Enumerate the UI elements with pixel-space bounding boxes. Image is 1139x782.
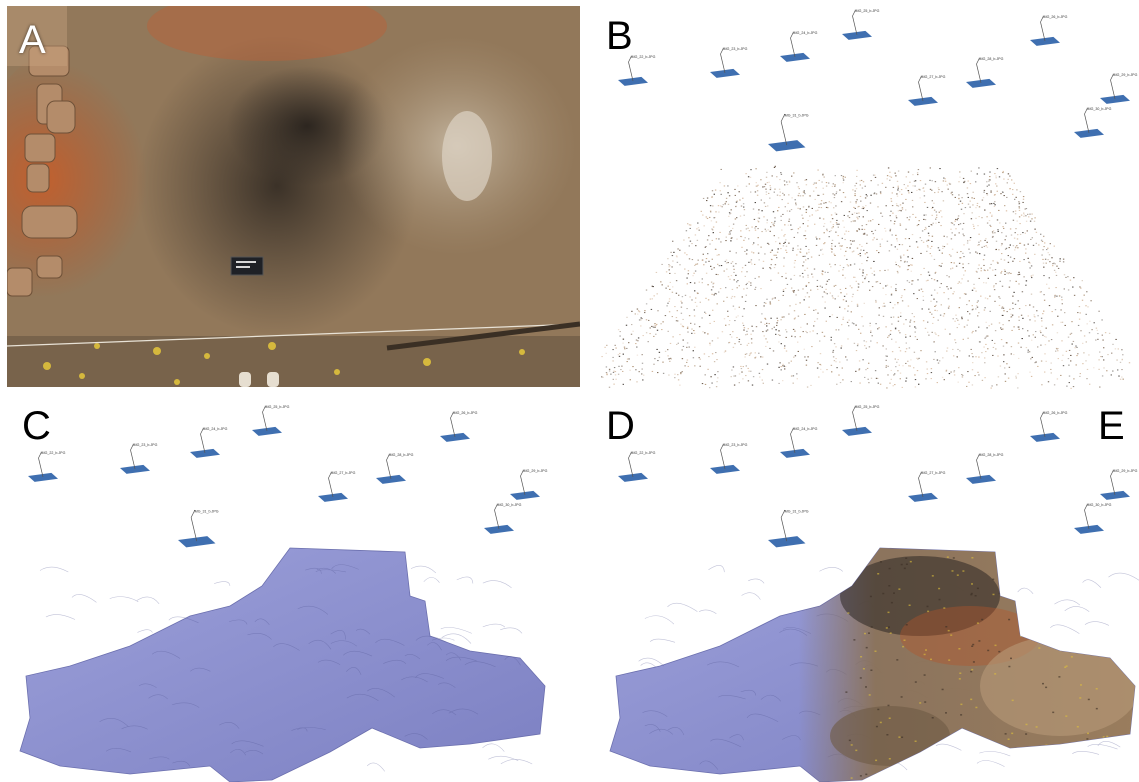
camera-marker: IMG_31_b.JPG	[768, 114, 809, 152]
camera-label: IMG_27_b.JPG	[331, 471, 356, 475]
camera-marker: IMG_30_b.JPG	[484, 503, 522, 534]
camera-label: IMG_24_b.JPG	[203, 427, 228, 431]
camera-label: IMG_28_b.JPG	[389, 453, 414, 457]
camera-label: IMG_27_b.JPG	[921, 471, 946, 475]
camera-label: IMG_22_b.JPG	[631, 451, 656, 455]
camera-label: IMG_24_b.JPG	[793, 427, 818, 431]
camera-marker: IMG_31_b.JPG	[178, 510, 219, 548]
camera-marker: IMG_24_b.JPG	[780, 427, 818, 458]
camera-marker: IMG_30_b.JPG	[1074, 107, 1112, 138]
camera-marker: IMG_22_b.JPG	[618, 55, 656, 86]
camera-marker: IMG_24_b.JPG	[190, 427, 228, 458]
measuring-rod	[386, 321, 580, 351]
camera-label: IMG_31_b.JPG	[784, 510, 809, 514]
panel-de-textured-mesh: IMG_22_b.JPG IMG_23_b.JPG IMG_24_b.JPG IMG_…	[590, 396, 1139, 782]
panel-b-point-cloud: IMG_22_b.JPG IMG_23_b.JPG IMG_24_b.JPG IMG_…	[590, 0, 1139, 392]
camera-label: IMG_28_b.JPG	[979, 57, 1004, 61]
camera-label: IMG_31_b.JPG	[784, 114, 809, 118]
mesh-view: IMG_22_b.JPG IMG_23_b.JPG IMG_24_b.JPG IMG_…	[19, 405, 548, 782]
panel-label-e: E	[1098, 404, 1125, 448]
camera-label: IMG_26_b.JPG	[453, 411, 478, 415]
camera-label: IMG_23_b.JPG	[723, 47, 748, 51]
camera-label: IMG_25_b.JPG	[265, 405, 290, 409]
camera-marker: IMG_25_b.JPG	[842, 9, 880, 40]
panel-label-a: A	[19, 18, 46, 62]
camera-marker: IMG_27_b.JPG	[318, 471, 356, 502]
camera-marker: IMG_26_b.JPG	[1030, 411, 1068, 442]
panel-label-c: C	[22, 404, 51, 448]
camera-label: IMG_29_b.JPG	[523, 469, 548, 473]
camera-marker: IMG_24_b.JPG	[780, 31, 818, 62]
camera-label: IMG_22_b.JPG	[631, 55, 656, 59]
camera-marker: IMG_25_b.JPG	[252, 405, 290, 436]
point-cloud-view: IMG_22_b.JPG IMG_23_b.JPG IMG_24_b.JPG IMG_…	[601, 9, 1138, 389]
sparse-points	[601, 165, 1131, 389]
camera-label: IMG_23_b.JPG	[133, 443, 158, 447]
camera-marker: IMG_29_b.JPG	[1100, 469, 1138, 500]
camera-marker: IMG_29_b.JPG	[1100, 73, 1138, 104]
photo-texture	[610, 548, 1135, 782]
camera-label: IMG_28_b.JPG	[979, 453, 1004, 457]
camera-label: IMG_27_b.JPG	[921, 75, 946, 79]
string-line	[7, 323, 580, 347]
camera-label: IMG_24_b.JPG	[793, 31, 818, 35]
camera-marker: IMG_23_b.JPG	[710, 47, 748, 78]
camera-label: IMG_26_b.JPG	[1043, 15, 1068, 19]
camera-marker: IMG_23_b.JPG	[710, 443, 748, 474]
camera-label: IMG_22_b.JPG	[41, 451, 66, 455]
camera-label: IMG_25_b.JPG	[855, 9, 880, 13]
excavation-photo	[7, 6, 580, 387]
camera-marker: IMG_25_b.JPG	[842, 405, 880, 436]
camera-label: IMG_30_b.JPG	[1087, 107, 1112, 111]
camera-label: IMG_30_b.JPG	[1087, 503, 1112, 507]
panel-c-mesh: IMG_22_b.JPG IMG_23_b.JPG IMG_24_b.JPG IMG_…	[0, 396, 590, 782]
camera-marker: IMG_28_b.JPG	[376, 453, 414, 484]
camera-marker: IMG_28_b.JPG	[966, 453, 1004, 484]
camera-marker: IMG_23_b.JPG	[120, 443, 158, 474]
camera-marker: IMG_27_b.JPG	[908, 471, 946, 502]
camera-label: IMG_29_b.JPG	[1113, 73, 1138, 77]
surface-mesh	[19, 547, 546, 782]
camera-marker: IMG_29_b.JPG	[510, 469, 548, 500]
camera-label: IMG_25_b.JPG	[855, 405, 880, 409]
camera-label: IMG_23_b.JPG	[723, 443, 748, 447]
camera-label: IMG_31_b.JPG	[194, 510, 219, 514]
camera-marker: IMG_26_b.JPG	[440, 411, 478, 442]
panel-label-b: B	[606, 14, 633, 58]
textured-mesh-view: IMG_22_b.JPG IMG_23_b.JPG IMG_24_b.JPG IMG_…	[609, 405, 1139, 782]
camera-label: IMG_29_b.JPG	[1113, 469, 1138, 473]
camera-label: IMG_26_b.JPG	[1043, 411, 1068, 415]
camera-marker: IMG_31_b.JPG	[768, 510, 809, 548]
panel-a-photo: A	[7, 6, 580, 387]
panel-label-d: D	[606, 404, 635, 448]
camera-marker: IMG_22_b.JPG	[618, 451, 656, 482]
camera-marker: IMG_26_b.JPG	[1030, 15, 1068, 46]
camera-marker: IMG_22_b.JPG	[28, 451, 66, 482]
camera-marker: IMG_28_b.JPG	[966, 57, 1004, 88]
camera-marker: IMG_27_b.JPG	[908, 75, 946, 106]
camera-label: IMG_30_b.JPG	[497, 503, 522, 507]
camera-marker: IMG_30_b.JPG	[1074, 503, 1112, 534]
